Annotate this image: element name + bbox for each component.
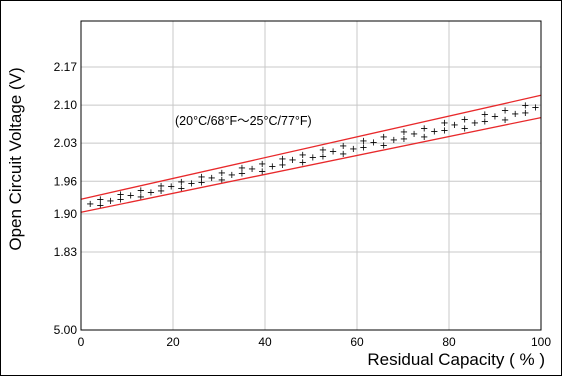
y-axis-title: Open Circuit Voltage (V) <box>6 67 25 250</box>
band-marker: + <box>278 154 286 165</box>
band-marker: + <box>167 182 175 193</box>
band-marker: + <box>369 138 377 149</box>
band-marker: + <box>349 144 357 155</box>
band-marker: + <box>96 195 104 206</box>
band-marker: + <box>531 103 539 114</box>
band-marker: + <box>329 146 337 157</box>
band-marker: + <box>390 135 398 146</box>
y-tick-label: 1.83 <box>54 245 78 259</box>
band-marker: + <box>197 177 205 188</box>
band-marker: + <box>471 118 479 129</box>
band-marker: + <box>248 164 256 175</box>
y-tick-label: 2.10 <box>54 98 78 112</box>
band-marker: + <box>410 129 418 140</box>
band-marker: + <box>460 124 468 135</box>
band-marker: + <box>137 186 145 197</box>
band-marker: + <box>319 151 327 162</box>
band-marker: + <box>157 186 165 197</box>
y-tick-label: 2.17 <box>54 60 78 74</box>
band-marker: + <box>491 111 499 122</box>
band-marker: + <box>177 177 185 188</box>
band-marker: + <box>440 125 448 136</box>
band-marker: + <box>187 179 195 190</box>
y-tick-labels: 5.00 1.83 1.90 1.96 2.03 2.10 2.17 <box>54 60 78 337</box>
x-tick-label: 100 <box>531 335 551 349</box>
band-marker: + <box>299 150 307 161</box>
band-marker: + <box>238 163 246 174</box>
band-marker: + <box>511 109 519 120</box>
series-line-2 <box>80 116 542 213</box>
band-marker: + <box>309 153 317 164</box>
band-marker: + <box>521 108 529 119</box>
band-marker: + <box>319 145 327 156</box>
x-tick-label: 80 <box>442 335 456 349</box>
band-marker: + <box>177 183 185 194</box>
y-tick-label: 1.90 <box>54 207 78 221</box>
x-tick-label: 40 <box>258 335 272 349</box>
annotation: (20°C/68°F～25°C/77°F) <box>175 114 312 128</box>
band-marker: + <box>339 141 347 152</box>
band-marker: + <box>359 136 367 147</box>
band-marker: + <box>258 159 266 170</box>
band-marker: + <box>147 187 155 198</box>
plot-border <box>80 20 542 331</box>
band-marker: + <box>218 175 226 186</box>
x-axis-title: Residual Capacity ( % ) <box>367 350 545 369</box>
band-marker: + <box>228 170 236 181</box>
band-marker: + <box>440 118 448 129</box>
band-marker: + <box>521 100 529 111</box>
band-marker: + <box>238 169 246 180</box>
band-marker: + <box>400 127 408 138</box>
series-line-1 <box>80 94 542 200</box>
band-marker: + <box>116 195 124 206</box>
band-marker: + <box>420 132 428 143</box>
band-marker: + <box>86 199 94 210</box>
band-marker: + <box>137 192 145 203</box>
x-tick-label: 0 <box>78 335 85 349</box>
band-marker: + <box>460 114 468 125</box>
x-tick-labels: 0 20 40 60 80 100 <box>78 335 552 349</box>
band-marker: + <box>197 172 205 183</box>
band-marker: + <box>126 190 134 201</box>
band-marker: + <box>258 166 266 177</box>
series-lines <box>80 94 542 213</box>
band-marker: + <box>106 196 114 207</box>
y-tick-label: 2.03 <box>54 136 78 150</box>
band-marker: + <box>379 132 387 143</box>
x-tick-label: 20 <box>166 335 180 349</box>
band-marker: + <box>420 123 428 134</box>
band-marker: + <box>288 155 296 166</box>
band-marker: + <box>268 161 276 172</box>
band-marker: + <box>379 141 387 152</box>
band-marker: + <box>339 149 347 160</box>
y-tick-label: 5.00 <box>54 323 78 337</box>
band-marker: + <box>96 201 104 212</box>
band-markers: + ++ +++ + ++ +++ + ++ +++ + ++ +++ + ++ +++ + ++ +++ + ++ +… <box>86 100 540 211</box>
band-marker: + <box>218 168 226 179</box>
grid <box>81 21 541 330</box>
plot-area <box>81 21 541 330</box>
band-marker: + <box>299 158 307 169</box>
band-marker: + <box>481 117 489 128</box>
band-marker: + <box>116 190 124 201</box>
band-marker: + <box>450 120 458 131</box>
band-marker: + <box>400 134 408 145</box>
x-tick-label: 60 <box>350 335 364 349</box>
band-marker: + <box>501 115 509 126</box>
band-marker: + <box>207 173 215 184</box>
band-marker: + <box>157 181 165 192</box>
band-marker: + <box>278 160 286 171</box>
band-marker: + <box>430 126 438 137</box>
band-marker: + <box>481 109 489 120</box>
band-marker: + <box>501 105 509 116</box>
band-marker: + <box>359 143 367 154</box>
y-tick-label: 1.96 <box>54 174 78 188</box>
